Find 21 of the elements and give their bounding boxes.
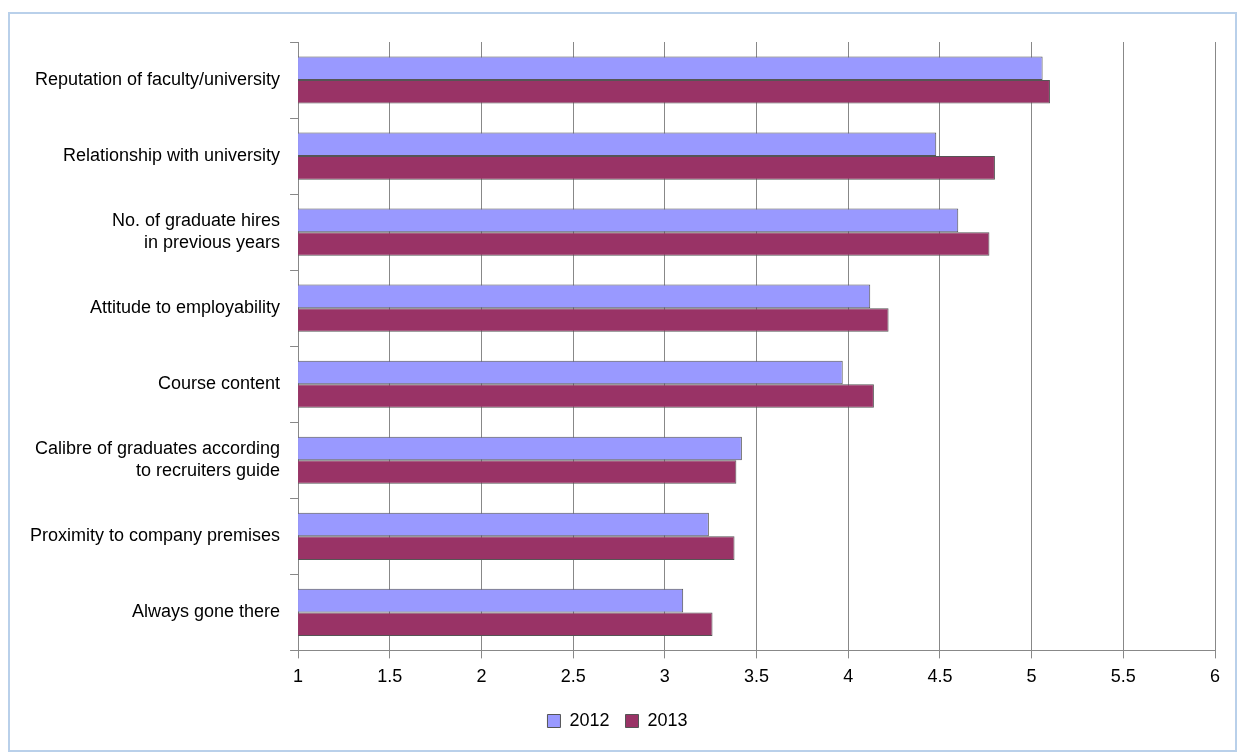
legend-label: 2013 [647,709,688,730]
x-tick-label: 3 [659,666,670,687]
y-tick-label: Always gone there [131,601,281,622]
y-tick-label: Relationship with university [62,145,281,166]
x-tick-label: 2 [476,666,487,687]
x-tick-label: 1.5 [377,666,403,687]
x-tick-label: 6 [1209,666,1221,687]
y-tick-label: Attitude to employability [89,297,281,318]
x-tick-label: 4.5 [927,666,953,687]
x-tick-label: 1 [293,666,304,687]
x-tick-label: 5 [1026,666,1037,687]
x-tick-label: 5.5 [1110,666,1136,687]
y-tick-label: Reputation of faculty/university [34,68,281,89]
x-tick-label: 3.5 [744,666,770,687]
y-tick-label: No. of graduate hires in previous years [111,210,281,252]
y-tick-label: Course content [158,373,281,394]
x-tick-label: 2.5 [560,666,586,687]
y-tick-label: Proximity to company premises [30,525,281,546]
legend-label: 2012 [569,709,610,730]
y-tick-label: Calibre of graduates according to recruiters guide [34,438,281,481]
x-tick-label: 4 [843,666,854,687]
